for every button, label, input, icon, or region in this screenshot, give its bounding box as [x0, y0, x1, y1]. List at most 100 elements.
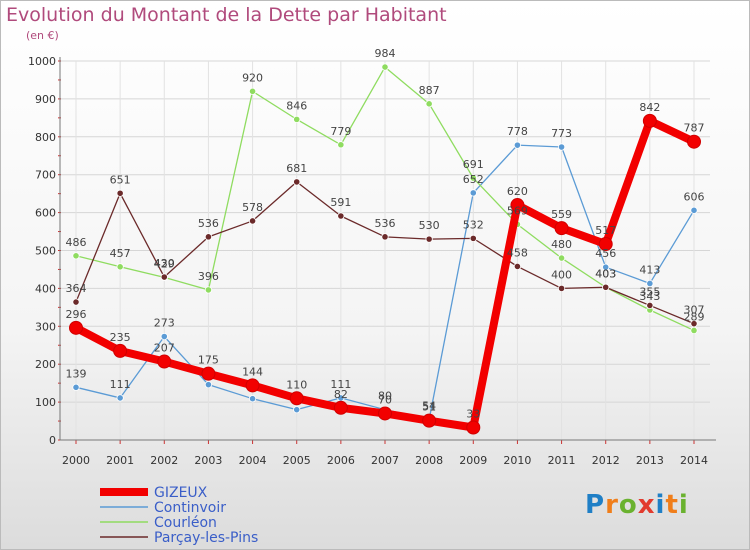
data-label: 400 [551, 268, 572, 281]
data-point [293, 406, 301, 414]
data-point [248, 87, 257, 95]
data-point [333, 400, 348, 415]
logo-letter: i [655, 490, 666, 520]
x-tick-label: 2012 [592, 454, 620, 467]
data-point [116, 189, 124, 197]
logo-letter: t [665, 490, 679, 520]
data-label: 920 [242, 71, 263, 84]
data-point [116, 394, 124, 402]
data-label: 842 [639, 101, 660, 114]
legend-label: GIZEUX [154, 485, 208, 501]
data-label: 139 [66, 367, 87, 380]
data-label: 273 [154, 317, 175, 330]
grid [60, 60, 710, 441]
logo-letter: i [678, 490, 689, 520]
data-label: 207 [154, 342, 175, 355]
data-label: 70 [378, 393, 392, 406]
data-label: 429 [154, 257, 175, 270]
data-label: 530 [419, 219, 440, 232]
data-label: 403 [595, 267, 616, 280]
data-label: 33 [466, 407, 480, 420]
data-point [160, 273, 168, 281]
y-tick-label: 100 [35, 396, 56, 409]
data-point [690, 326, 698, 335]
logo-letter: o [618, 490, 638, 520]
data-label: 536 [198, 217, 219, 230]
x-tick-label: 2009 [459, 454, 487, 467]
data-label: 779 [330, 125, 351, 138]
data-label: 413 [639, 263, 660, 276]
data-label: 591 [330, 196, 351, 209]
data-point [469, 234, 477, 242]
data-label: 681 [286, 162, 307, 175]
data-label: 307 [684, 304, 705, 317]
data-point [248, 217, 257, 225]
data-label: 457 [110, 247, 131, 260]
data-label: 458 [507, 246, 528, 259]
data-point [381, 63, 389, 71]
data-label: 620 [507, 185, 528, 198]
x-tick-label: 2008 [415, 454, 443, 467]
data-point [425, 235, 433, 243]
y-tick-label: 900 [35, 93, 56, 106]
x-tick-label: 2013 [636, 454, 664, 467]
proxiti-logo: Proxiti [585, 490, 689, 520]
data-point [293, 178, 301, 186]
data-point [425, 100, 433, 108]
legend-label: Courléon [154, 515, 217, 531]
data-label: 110 [286, 378, 307, 391]
data-label: 289 [684, 310, 705, 323]
data-point [690, 320, 698, 328]
data-point [557, 143, 566, 151]
y-tick-label: 400 [35, 282, 56, 295]
data-label: 532 [463, 218, 484, 231]
data-label: 343 [639, 290, 660, 303]
data-label: 456 [595, 247, 616, 260]
data-label: 144 [242, 365, 263, 378]
legend-label: Parçay-les-Pins [154, 530, 258, 546]
data-point [513, 141, 522, 149]
x-tick-label: 2014 [680, 454, 708, 467]
data-label: 569 [507, 204, 528, 217]
data-label: 984 [375, 47, 396, 60]
data-label: 403 [595, 267, 616, 280]
chart-title: Evolution du Montant de la Dette par Hab… [6, 4, 447, 26]
data-label: 606 [684, 190, 705, 203]
data-label: 517 [595, 224, 616, 237]
y-tick-label: 300 [35, 320, 56, 333]
data-label: 82 [334, 388, 348, 401]
x-tick-label: 2011 [548, 454, 576, 467]
logo-letter: r [605, 490, 619, 520]
data-label: 296 [66, 308, 87, 321]
data-point [513, 262, 522, 271]
data-label: 778 [507, 125, 528, 138]
data-labels: 139 111 273 111 80 54 652 778 773 456 413 606 486 457… [66, 47, 705, 420]
data-point [204, 381, 213, 389]
data-point [204, 286, 213, 294]
data-point [646, 279, 654, 288]
data-label: 111 [330, 378, 351, 391]
data-label: 652 [463, 173, 484, 186]
data-point [289, 391, 304, 406]
legend-label: Continvoir [154, 500, 226, 516]
data-label: 51 [422, 401, 436, 414]
data-point [554, 221, 569, 236]
data-label: 396 [198, 270, 219, 283]
data-point [381, 233, 389, 241]
data-point [690, 206, 698, 214]
data-label: 175 [198, 354, 219, 367]
data-point [201, 366, 216, 381]
data-label: 787 [684, 122, 705, 135]
series-layer [69, 63, 701, 435]
y-tick-label: 1000 [28, 55, 56, 68]
y-tick-label: 600 [35, 207, 56, 220]
data-point [293, 115, 301, 123]
x-tick-label: 2001 [106, 454, 134, 467]
data-point [337, 212, 345, 220]
data-label: 486 [66, 236, 87, 249]
y-tick-label: 700 [35, 169, 56, 182]
data-point [469, 174, 477, 182]
data-point [157, 354, 172, 369]
